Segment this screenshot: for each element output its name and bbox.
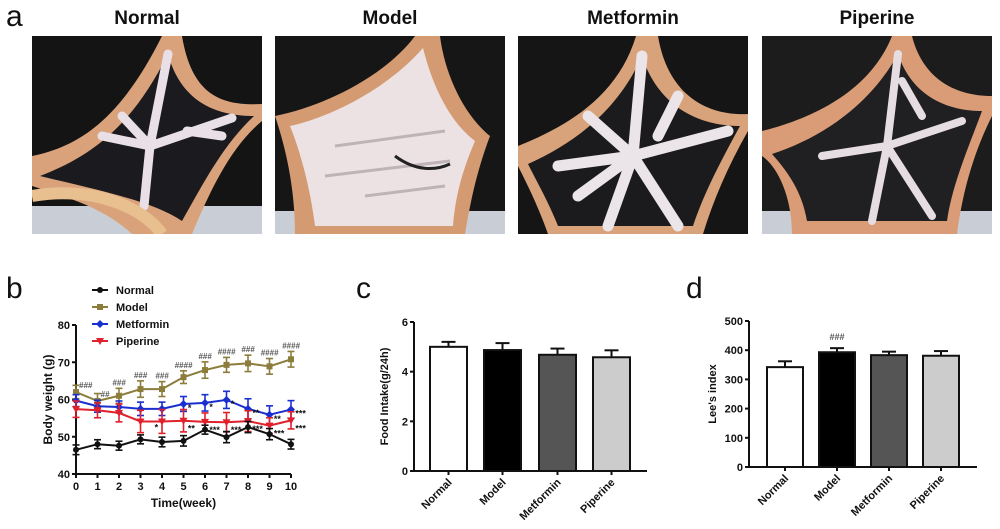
lees-index-bar-chart: 0 100 200 300 400 500 Lee's index Normal Model ##… <box>707 316 977 519</box>
legend: Normal Model Metformin Piperine <box>92 285 169 348</box>
y-tick-label: 80 <box>58 320 70 332</box>
photo-title-metformin: Metformin <box>587 8 679 29</box>
significance-marker: * <box>231 399 235 409</box>
bar-metformin <box>870 350 908 468</box>
y-tick-label: 60 <box>58 395 70 407</box>
y-axis-title: Body weight (g) <box>41 355 55 445</box>
bar-metformin <box>538 347 577 472</box>
significance-marker: #### <box>175 361 193 370</box>
y-axis-title: Food Intake(g/24h) <box>379 347 391 445</box>
significance-marker: ### <box>155 372 169 381</box>
x-tick-label: Piperine <box>578 477 617 516</box>
significance-marker: *** <box>209 425 220 435</box>
body-weight-line-chart: 40 50 60 70 80 0 1 2 3 4 5 6 7 8 9 10 Time(week) Body wei… <box>41 285 306 510</box>
x-axis-title: Time(week) <box>151 496 216 510</box>
y-axis-title: Lee's index <box>707 363 719 423</box>
significance-marker: *** <box>231 425 242 435</box>
significance-marker: ### <box>134 371 148 380</box>
significance-marker: #### <box>261 349 279 358</box>
significance-marker: * <box>188 403 192 413</box>
bar-model <box>483 342 522 472</box>
x-tick-label: Normal <box>756 473 791 508</box>
y-tick-label: 0 <box>402 466 408 478</box>
y-tick-label: 100 <box>725 433 743 445</box>
x-tick-label: Model <box>812 473 843 504</box>
y-tick-label: 40 <box>58 469 70 481</box>
y-tick-label: 400 <box>725 345 743 357</box>
x-tick-label: 2 <box>116 481 122 493</box>
panel-label-c: c <box>356 272 371 305</box>
bar-piperine <box>922 350 960 468</box>
legend-item-normal: Normal <box>116 285 154 297</box>
x-tick-label: 3 <box>137 481 143 493</box>
photo-model <box>275 36 505 234</box>
x-tick-label: 0 <box>73 481 79 493</box>
x-tick-label: Normal <box>419 477 454 512</box>
significance-marker: *** <box>295 409 306 419</box>
photo-normal <box>32 36 262 234</box>
significance-marker: ### <box>198 352 212 361</box>
x-tick-label: 9 <box>266 481 272 493</box>
bar-normal <box>429 340 468 472</box>
significance-marker: *** <box>274 429 285 439</box>
x-tick-label: 7 <box>223 481 229 493</box>
significance-marker: #### <box>282 341 300 350</box>
series-normal <box>72 420 295 456</box>
x-tick-label: 5 <box>180 481 186 493</box>
x-tick-label: Model <box>478 477 509 508</box>
y-tick-label: 70 <box>58 357 70 369</box>
y-tick-label: 300 <box>725 374 743 386</box>
y-tick-label: 6 <box>402 317 408 329</box>
panel-label-b: b <box>6 272 23 305</box>
photo-title-model: Model <box>362 8 418 29</box>
photo-piperine <box>762 36 992 234</box>
significance-marker: #### <box>218 347 236 356</box>
food-intake-bar-chart: 0 2 4 6 Food Intake(g/24h) Normal Model Metform… <box>379 317 647 523</box>
x-tick-label: Piperine <box>908 473 947 512</box>
x-tick-label: 4 <box>159 481 166 493</box>
y-tick-label: 50 <box>58 432 70 444</box>
legend-item-piperine: Piperine <box>116 336 159 348</box>
legend-item-model: Model <box>116 302 148 314</box>
x-tick-label: Metformin <box>849 472 895 518</box>
x-tick-label: 6 <box>202 481 208 493</box>
significance-marker: ### <box>79 381 93 390</box>
photo-title-piperine: Piperine <box>839 8 915 29</box>
significance-marker: ## <box>101 390 110 399</box>
panel-label-a: a <box>6 0 23 33</box>
y-tick-label: 4 <box>402 367 409 379</box>
significance-marker: ### <box>829 332 844 342</box>
significance-marker: ** <box>274 414 282 424</box>
photo-title-normal: Normal <box>114 8 180 29</box>
panel-label-d: d <box>686 272 703 305</box>
x-tick-label: Metformin <box>518 476 564 522</box>
significance-marker: ### <box>112 378 126 387</box>
x-tick-label: 8 <box>245 481 251 493</box>
photo-metformin <box>518 36 748 234</box>
significance-marker: *** <box>252 424 263 434</box>
y-tick-label: 2 <box>402 416 408 428</box>
y-tick-label: 0 <box>737 462 743 474</box>
y-tick-label: 500 <box>725 316 743 328</box>
x-tick-label: 10 <box>285 481 297 493</box>
legend-item-metformin: Metformin <box>116 319 169 331</box>
significance-marker: ** <box>188 424 196 434</box>
bar-normal <box>766 360 804 468</box>
series-model <box>72 350 295 410</box>
y-tick-label: 200 <box>725 404 743 416</box>
series-piperine <box>72 400 295 435</box>
bar-model <box>818 347 856 468</box>
significance-marker: ### <box>241 345 255 354</box>
x-tick-label: 1 <box>94 481 100 493</box>
series-metformin <box>72 390 295 425</box>
significance-marker: * <box>209 402 213 412</box>
significance-marker: *** <box>295 423 306 433</box>
bar-piperine <box>592 349 631 472</box>
significance-marker: ** <box>252 408 260 418</box>
significance-marker: * <box>154 422 158 432</box>
